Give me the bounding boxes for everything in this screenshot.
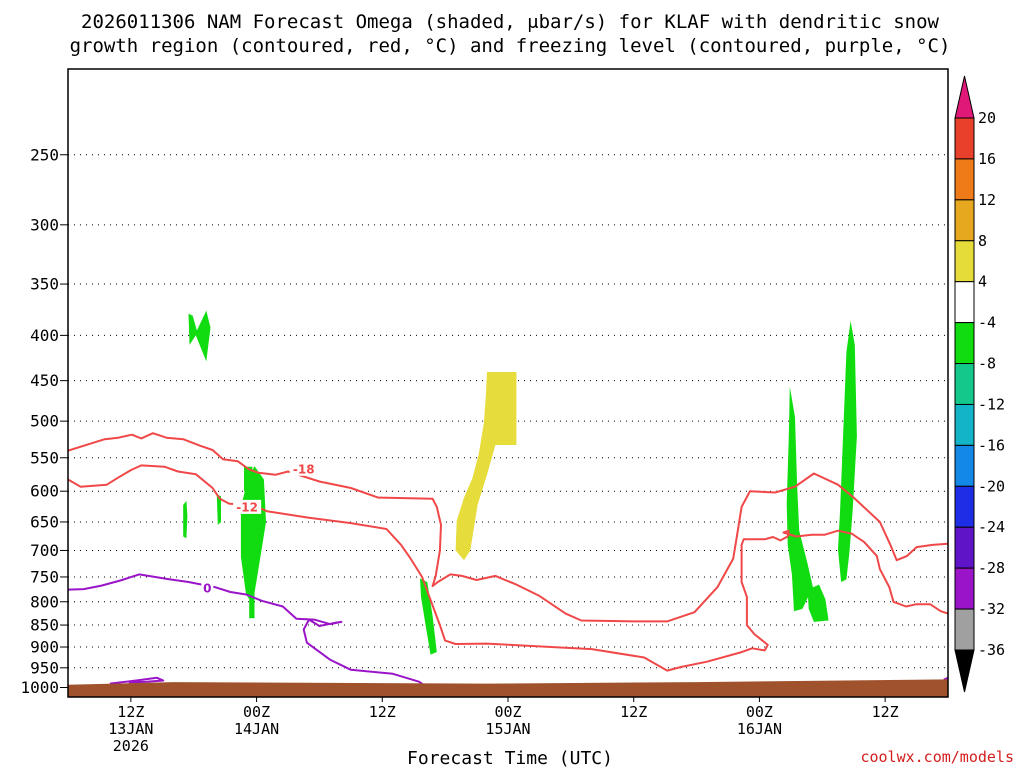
colorbar-band-12 [954,608,975,651]
colorbar-label-12: -32 [978,600,1005,618]
colorbar-band-0 [954,117,975,160]
colorbar-band-3 [954,240,975,283]
y-axis: 250 300 350 400 450 500 550 600 650 700 750 800 850 9… [20,145,68,697]
y-tick-label-700: 700 [30,541,59,560]
ground-fill [68,679,948,697]
y-tick-label-350: 350 [30,275,59,294]
colorbar-band-8 [954,444,975,487]
omega-region-6 [420,578,437,655]
contour-0 [68,573,425,687]
x-tick-label-4-0: 12Z [620,703,647,721]
y-tick-label-400: 400 [30,326,59,345]
y-tick-label-250: 250 [30,145,59,164]
colorbar-label-8: -16 [978,436,1005,454]
y-tick-label-600: 600 [30,482,59,501]
x-tick-label-1-1: 14JAN [234,720,279,738]
x-tick-label-5-1: 16JAN [737,720,782,738]
x-tick-label-6-0: 12Z [872,703,899,721]
colorbar-label-3: 8 [978,232,987,250]
colorbar-band-6 [954,363,975,405]
x-tick-label-0-0: 12Z [117,703,144,721]
colorbar-label-9: -20 [978,477,1005,495]
y-tick-label-450: 450 [30,371,59,390]
x-tick-label-1-0: 00Z [243,703,270,721]
colorbar-label-0: 20 [978,109,996,127]
chart-title-line-1: 2026011306 NAM Forecast Omega (shaded, μ… [81,11,939,33]
colorbar-band-9 [954,485,975,528]
contour--18 [68,432,948,623]
contour-label-bg [201,581,214,596]
contour-0b [109,676,165,685]
colorbar-label-1: 16 [978,150,996,168]
y-tick-label-900: 900 [30,638,59,657]
colorbar-label-4: 4 [978,273,987,291]
x-tick-label-3-0: 00Z [494,703,521,721]
x-tick-label-5-0: 00Z [746,703,773,721]
omega-region-4 [183,500,188,539]
y-tick-label-650: 650 [30,512,59,531]
plot-area: -18 -12 0 [67,68,949,698]
colorbar-label-6: -8 [978,355,996,373]
y-tick-label-1000: 1000 [20,678,59,697]
y-tick-label-950: 950 [30,658,59,677]
colorbar-band-5 [954,322,975,365]
omega-region-10 [455,372,517,561]
x-tick-label-0-1: 13JAN [108,720,153,738]
omega-colorbar: 20 16 12 8 4 -4 -8 -12 -16 -20 -24 -28 -32 -36 [954,75,1005,693]
omega-region-2 [244,466,253,492]
colorbar-band-4 [954,281,975,324]
x-tick-label-2-0: 12Z [369,703,396,721]
contour-label-bg [289,461,318,476]
contour-label-0: 0 [203,582,211,596]
y-tick-label-500: 500 [30,412,59,431]
omega-region-8 [807,584,829,622]
colorbar-label-13: -36 [978,641,1005,659]
omega-region-7 [786,386,813,612]
colorbar-label-5: -4 [978,314,996,332]
contour-label-bg [233,499,262,514]
omega-region-3 [249,592,255,619]
colorbar-label-11: -28 [978,559,1005,577]
contour-label--18: -18 [293,462,315,476]
colorbar-band-2 [954,199,975,242]
omega-region-9 [838,320,857,582]
x-tick-label-3-1: 15JAN [485,720,530,738]
chart-title-line-2: growth region (contoured, red, °C) and f… [70,35,951,57]
y-tick-label-550: 550 [30,448,59,467]
omega-region-5 [216,494,221,525]
y-tick-label-300: 300 [30,215,59,234]
colorbar-band-1 [954,158,975,201]
colorbar-bottom-triangle [954,649,975,693]
plot-content: -18 -12 0 [68,154,948,697]
omega-region-0 [188,310,211,362]
omega-region-1 [240,466,266,600]
colorbar-band-7 [954,403,975,446]
colorbar-band-11 [954,567,975,610]
y-tick-label-850: 850 [30,616,59,635]
contour-label--12: -12 [236,500,258,514]
contour--12 [68,464,948,672]
x-tick-label-0-2: 2026 [113,737,149,755]
y-tick-label-800: 800 [30,592,59,611]
colorbar-label-7: -12 [978,395,1005,413]
y-tick-label-750: 750 [30,567,59,586]
colorbar-label-10: -24 [978,518,1005,536]
x-axis-label: Forecast Time (UTC) [407,748,613,768]
colorbar-band-10 [954,526,975,569]
colorbar-top-triangle [954,75,975,119]
credit-link[interactable]: coolwx.com/models [860,748,1014,766]
colorbar-label-2: 12 [978,191,996,209]
